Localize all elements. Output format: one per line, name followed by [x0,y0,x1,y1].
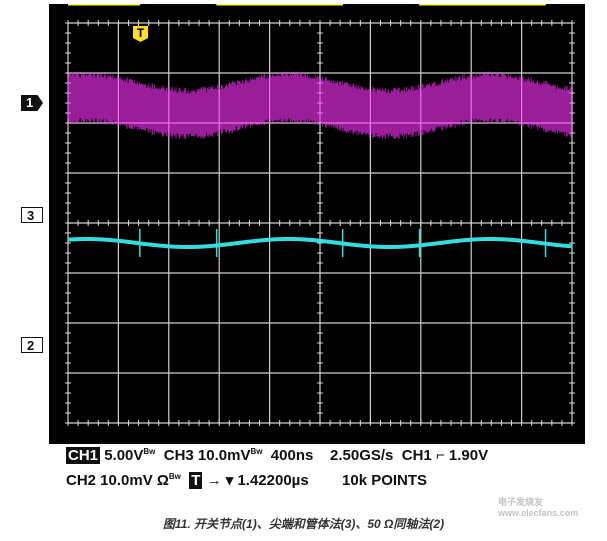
ch1-bw: Bw [143,447,155,456]
oscilloscope-screen [49,4,585,444]
readout-line-1: CH1 5.00VBw CH3 10.0mVBw 400ns 2.50GS/s … [66,447,488,464]
ch2-marker: 2 [21,337,43,353]
readout-line-2: CH2 10.0mV ΩBw T → ▾ 1.42200µs 10k POINT… [66,471,427,489]
trigger-slope-icon: ⌐ [436,447,445,464]
ch1-marker: 1 [21,95,43,111]
ch3-scale: CH3 10.0mV [164,447,251,464]
trigger-level: 1.90V [449,447,488,464]
timebase: 400ns [271,447,314,464]
ch2-bw: Bw [169,472,181,481]
ch3-marker: 3 [21,207,43,223]
ch1-badge: CH1 [66,447,100,464]
trigger-position: → ▾ 1.42200µs [207,472,309,489]
trigger-source: CH1 [402,447,432,464]
record-length: 10k POINTS [342,472,427,489]
watermark: 电子发烧友 www.elecfans.com [498,495,588,518]
sample-rate: 2.50GS/s [330,447,393,464]
trigger-badge: T [189,472,202,489]
ch1-scale: 5.00V [104,447,143,464]
waveform-plot [49,4,585,444]
ch2-scale: CH2 10.0mV Ω [66,472,169,489]
ch3-bw: Bw [250,447,262,456]
